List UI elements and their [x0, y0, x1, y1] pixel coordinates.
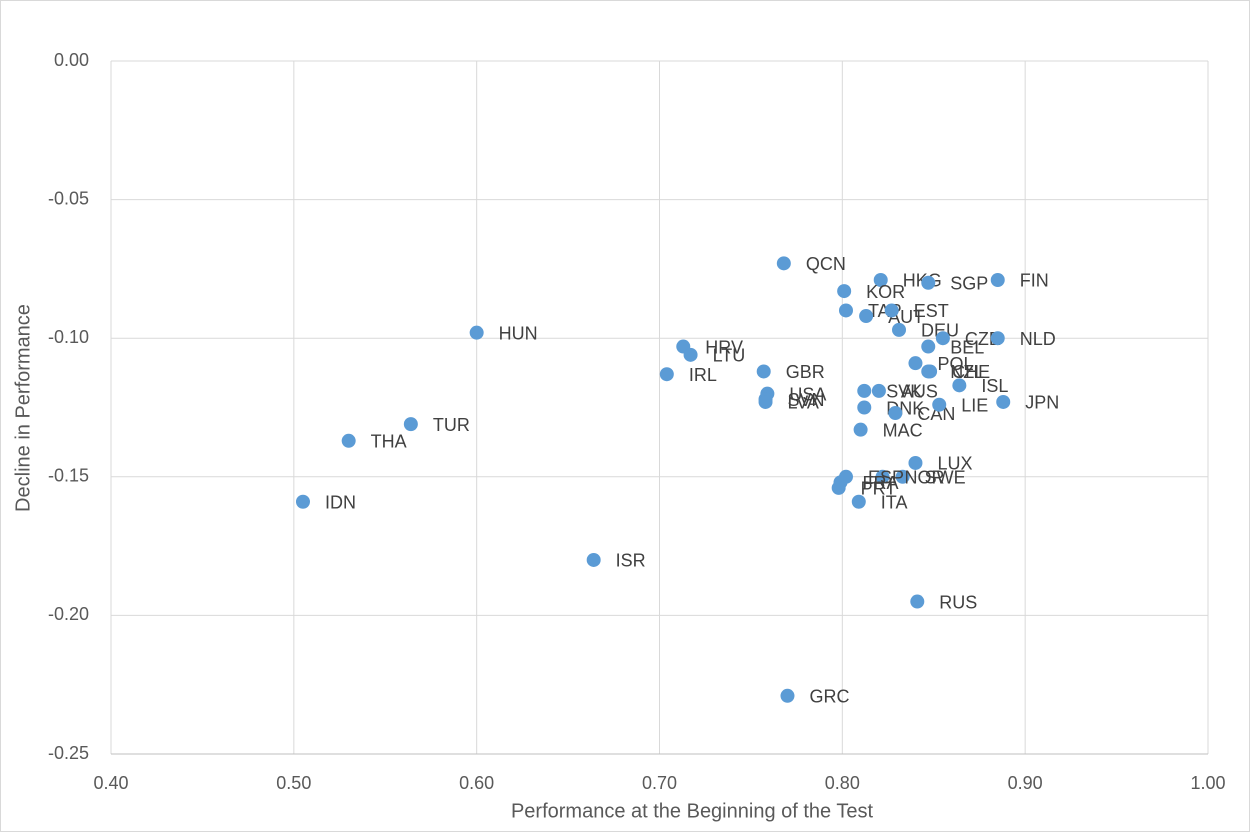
point [831, 480, 846, 495]
point [921, 339, 936, 354]
point [851, 494, 866, 509]
point [871, 383, 886, 398]
point [873, 272, 888, 287]
point [758, 394, 773, 409]
point-label: ITA [881, 492, 908, 512]
point-label: CAN [917, 404, 955, 424]
point [838, 303, 853, 318]
point [756, 364, 771, 379]
point [469, 325, 484, 340]
point [859, 309, 874, 324]
point-label: THA [371, 432, 407, 452]
point [341, 433, 356, 448]
y-tick-label: -0.10 [48, 327, 89, 347]
point [935, 331, 950, 346]
point [952, 378, 967, 393]
point-label: BEL [950, 337, 984, 357]
y-axis-title: Decline in Performance [12, 304, 34, 512]
point-label: USA [789, 384, 826, 404]
x-tick-label: 0.50 [276, 773, 311, 793]
point-label: IDN [325, 492, 356, 512]
point-label: GRC [809, 687, 849, 707]
point [888, 406, 903, 421]
point [853, 422, 868, 437]
y-tick-label: -0.15 [48, 466, 89, 486]
point-label: NOR [905, 468, 945, 488]
point-label: NZL [950, 362, 984, 382]
point [990, 331, 1005, 346]
point [780, 688, 795, 703]
x-tick-label: 0.80 [825, 773, 860, 793]
point-label: FRA [863, 473, 899, 493]
x-tick-label: 0.70 [642, 773, 677, 793]
point [776, 256, 791, 271]
point [857, 400, 872, 415]
point-label: FIN [1020, 271, 1049, 291]
point [403, 417, 418, 432]
point-label: SWE [925, 468, 966, 488]
point-label: ESP [868, 468, 904, 488]
point-label: AUS [901, 382, 938, 402]
point-label: IRL [689, 365, 717, 385]
point-label: KOR [866, 282, 905, 302]
point [683, 347, 698, 362]
point-label: CHE [952, 362, 990, 382]
point-label: MAC [883, 420, 923, 440]
point [884, 303, 899, 318]
point [996, 394, 1011, 409]
point-label: SVK [886, 382, 922, 402]
x-tick-label: 1.00 [1190, 773, 1225, 793]
y-tick-label: -0.25 [48, 743, 89, 763]
point [932, 397, 947, 412]
point-label: SGP [950, 274, 988, 294]
point-label: RUS [939, 592, 977, 612]
point-label: POL [937, 354, 973, 374]
point-label: QCN [806, 254, 846, 274]
point-label: LUX [937, 454, 972, 474]
y-tick-label: -0.05 [48, 188, 89, 208]
point-label: LIE [961, 395, 988, 415]
x-axis-title: Performance at the Beginning of the Test [511, 800, 874, 822]
point [295, 494, 310, 509]
point [921, 275, 936, 290]
point [659, 367, 674, 382]
point-label: EST [914, 301, 949, 321]
point [586, 552, 601, 567]
point [875, 469, 890, 484]
point-label: HUN [499, 323, 538, 343]
x-tick-label: 0.60 [459, 773, 494, 793]
point [892, 322, 907, 337]
y-tick-label: 0.00 [54, 50, 89, 70]
point [990, 272, 1005, 287]
point-label: ISL [981, 376, 1008, 396]
point-label: CZE [965, 329, 1001, 349]
point [908, 455, 923, 470]
point-label: JPN [1025, 393, 1059, 413]
point-label: NLD [1020, 329, 1056, 349]
point-label: LVA [788, 393, 819, 413]
x-tick-label: 0.40 [93, 773, 128, 793]
x-tick-label: 0.90 [1008, 773, 1043, 793]
point-label: PRT [861, 479, 897, 499]
point [837, 284, 852, 299]
point [895, 469, 910, 484]
point [910, 594, 925, 609]
point-label: ISR [616, 551, 646, 571]
point [908, 356, 923, 371]
point [923, 364, 938, 379]
y-tick-label: -0.20 [48, 604, 89, 624]
point-label: DEU [921, 321, 959, 341]
point-label: HRV [705, 337, 743, 357]
point-label: LTU [713, 346, 746, 366]
point-label: GBR [786, 362, 825, 382]
point-label: SVN [788, 390, 825, 410]
point-label: TUR [433, 415, 470, 435]
point [857, 383, 872, 398]
